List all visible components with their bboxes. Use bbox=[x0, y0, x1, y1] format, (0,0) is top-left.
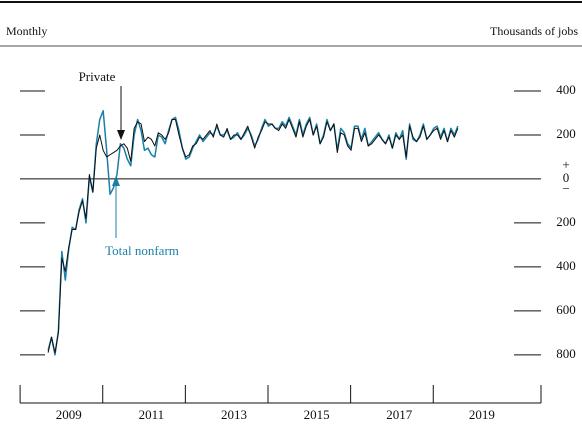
header-left: Monthly bbox=[6, 24, 47, 38]
zero-plus: + bbox=[562, 157, 569, 172]
series-line bbox=[47, 110, 459, 356]
zero-minus: − bbox=[562, 181, 569, 196]
series-line bbox=[47, 119, 459, 354]
x-tick-label: 2009 bbox=[56, 407, 82, 422]
x-tick-label: 2013 bbox=[221, 407, 247, 422]
annotation: Private bbox=[79, 69, 116, 84]
y-tick-label: 200 bbox=[556, 126, 576, 141]
x-tick-label: 2017 bbox=[386, 407, 413, 422]
y-tick-label: 600 bbox=[556, 302, 576, 317]
x-tick-label: 2015 bbox=[304, 407, 330, 422]
arrow-head bbox=[117, 130, 125, 140]
y-tick-label: 800 bbox=[556, 346, 576, 361]
y-tick-label: 400 bbox=[556, 258, 576, 273]
y-tick-label: 400 bbox=[556, 82, 576, 97]
y-tick-label: 200 bbox=[556, 214, 576, 229]
x-tick-label: 2011 bbox=[139, 407, 165, 422]
x-tick-label: 2019 bbox=[469, 407, 495, 422]
annotation: Total nonfarm bbox=[105, 243, 179, 258]
y-tick-label: 0 bbox=[563, 170, 570, 185]
header-right: Thousands of jobs bbox=[490, 24, 578, 38]
